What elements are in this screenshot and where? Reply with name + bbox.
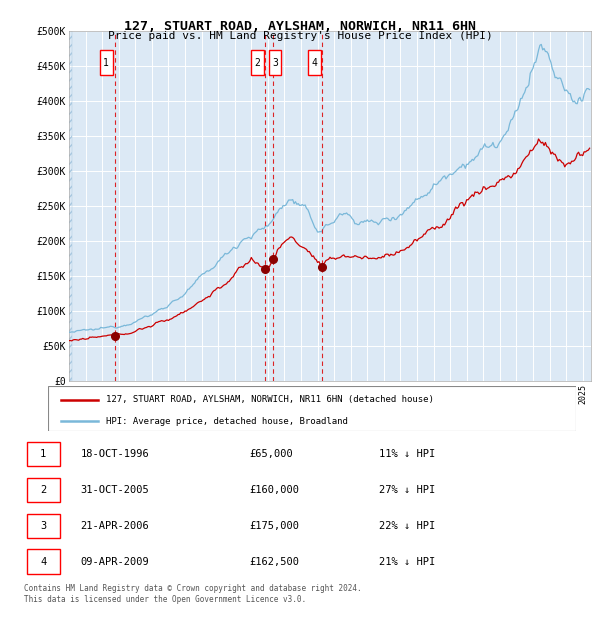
Text: 3: 3 — [272, 58, 278, 68]
Text: 127, STUART ROAD, AYLSHAM, NORWICH, NR11 6HN: 127, STUART ROAD, AYLSHAM, NORWICH, NR11… — [124, 20, 476, 33]
Bar — [69, 31, 72, 381]
Text: £65,000: £65,000 — [250, 449, 293, 459]
Text: £162,500: £162,500 — [250, 557, 299, 567]
Text: This data is licensed under the Open Government Licence v3.0.: This data is licensed under the Open Gov… — [24, 595, 306, 604]
Text: 21-APR-2006: 21-APR-2006 — [80, 521, 149, 531]
Text: 21% ↓ HPI: 21% ↓ HPI — [379, 557, 436, 567]
FancyBboxPatch shape — [27, 477, 59, 502]
Text: 2: 2 — [40, 485, 46, 495]
FancyBboxPatch shape — [48, 386, 576, 431]
Text: 27% ↓ HPI: 27% ↓ HPI — [379, 485, 436, 495]
FancyBboxPatch shape — [27, 441, 59, 466]
Text: 127, STUART ROAD, AYLSHAM, NORWICH, NR11 6HN (detached house): 127, STUART ROAD, AYLSHAM, NORWICH, NR11… — [106, 395, 434, 404]
Text: 1: 1 — [40, 449, 46, 459]
Text: HPI: Average price, detached house, Broadland: HPI: Average price, detached house, Broa… — [106, 417, 348, 425]
Text: 11% ↓ HPI: 11% ↓ HPI — [379, 449, 436, 459]
Text: 22% ↓ HPI: 22% ↓ HPI — [379, 521, 436, 531]
Text: £175,000: £175,000 — [250, 521, 299, 531]
Text: 31-OCT-2005: 31-OCT-2005 — [80, 485, 149, 495]
Text: Price paid vs. HM Land Registry's House Price Index (HPI): Price paid vs. HM Land Registry's House … — [107, 31, 493, 41]
FancyBboxPatch shape — [27, 549, 59, 574]
Text: 18-OCT-1996: 18-OCT-1996 — [80, 449, 149, 459]
Text: 4: 4 — [40, 557, 46, 567]
Text: £160,000: £160,000 — [250, 485, 299, 495]
Text: 09-APR-2009: 09-APR-2009 — [80, 557, 149, 567]
FancyBboxPatch shape — [100, 50, 113, 75]
Text: 2: 2 — [254, 58, 260, 68]
FancyBboxPatch shape — [251, 50, 264, 75]
Text: 4: 4 — [311, 58, 317, 68]
Text: 1: 1 — [103, 58, 109, 68]
FancyBboxPatch shape — [308, 50, 321, 75]
FancyBboxPatch shape — [269, 50, 281, 75]
Text: Contains HM Land Registry data © Crown copyright and database right 2024.: Contains HM Land Registry data © Crown c… — [24, 584, 362, 593]
FancyBboxPatch shape — [27, 513, 59, 538]
Text: 3: 3 — [40, 521, 46, 531]
